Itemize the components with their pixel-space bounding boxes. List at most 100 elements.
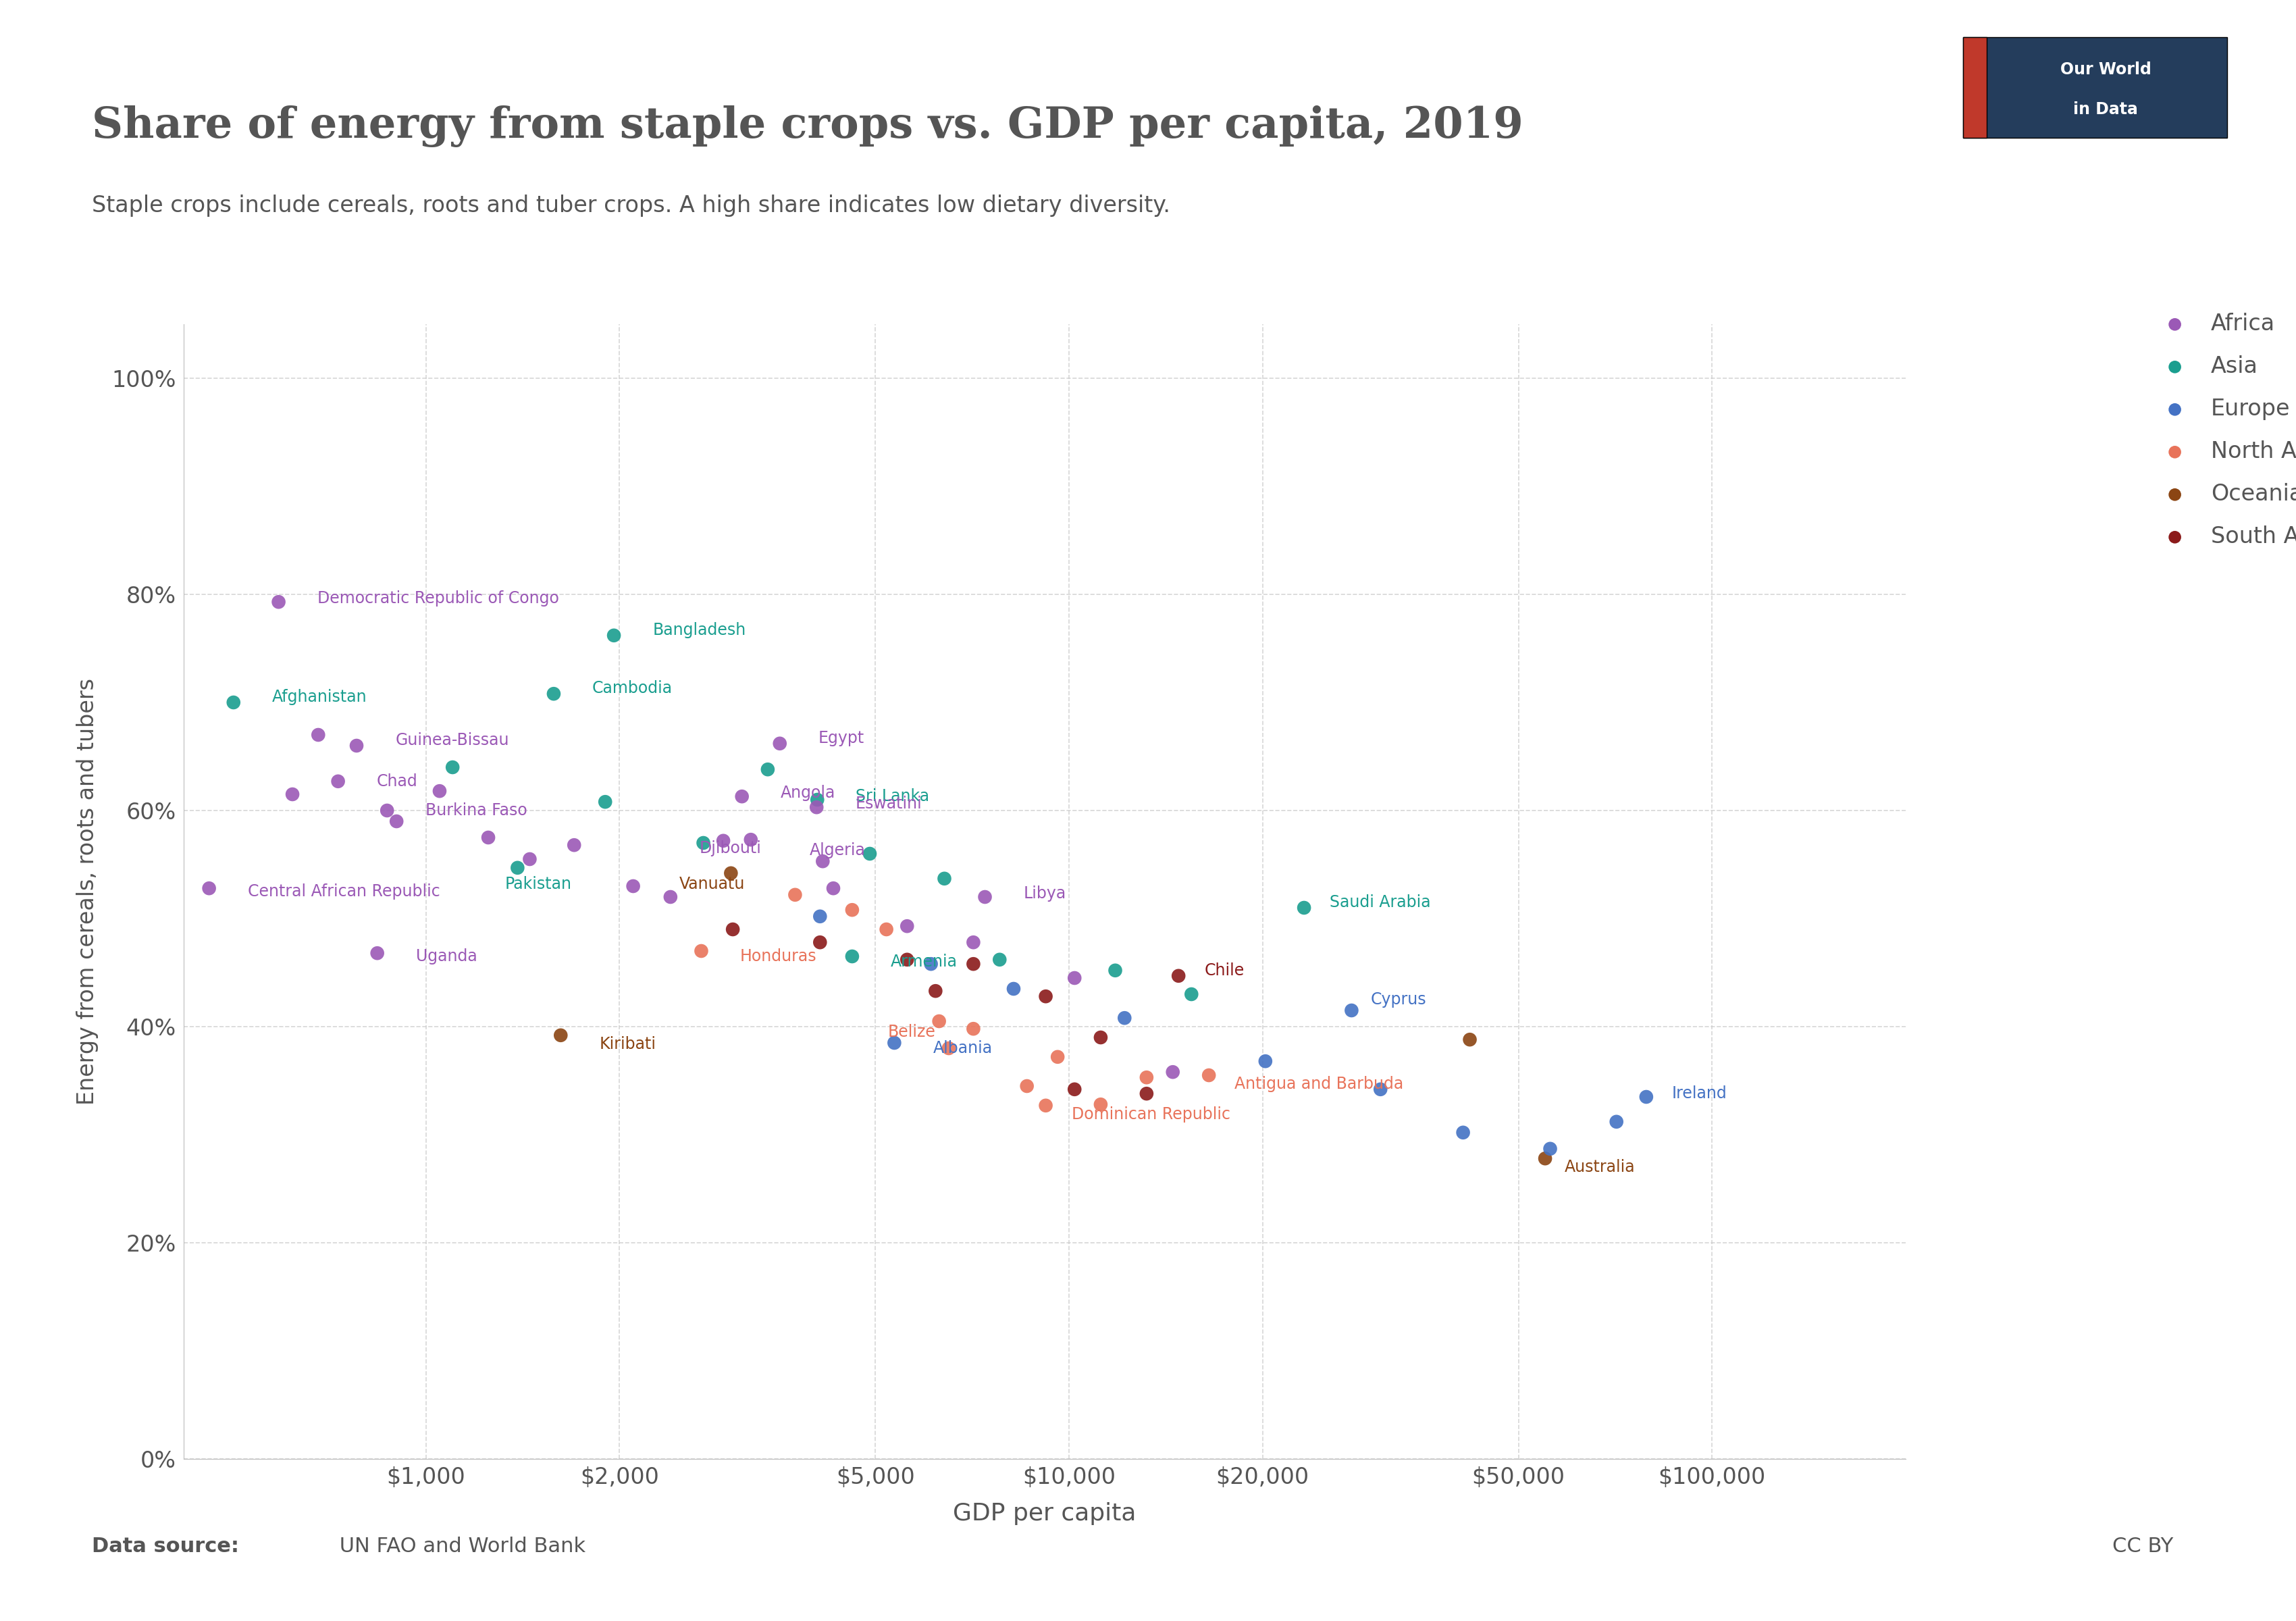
Point xyxy=(912,952,948,977)
Point xyxy=(1056,1076,1093,1102)
Point xyxy=(1628,1084,1665,1110)
Text: Belize: Belize xyxy=(889,1024,934,1041)
Text: CC BY: CC BY xyxy=(2112,1537,2174,1556)
Point xyxy=(1040,1044,1077,1070)
Text: Chile: Chile xyxy=(1203,963,1244,979)
Point xyxy=(723,783,760,809)
Text: Burkina Faso: Burkina Faso xyxy=(425,802,528,819)
Text: Djibouti: Djibouti xyxy=(700,840,762,856)
Point xyxy=(1026,1093,1063,1118)
Point xyxy=(925,866,962,892)
Text: Sri Lanka: Sri Lanka xyxy=(856,788,930,804)
Point xyxy=(338,733,374,759)
Text: Kiribati: Kiribati xyxy=(599,1036,657,1052)
Point xyxy=(714,916,751,942)
Point xyxy=(542,1023,579,1049)
Text: Afghanistan: Afghanistan xyxy=(271,689,367,705)
Point xyxy=(852,841,889,867)
Point xyxy=(1097,958,1134,984)
Point xyxy=(833,896,870,922)
Point xyxy=(595,622,631,648)
Point xyxy=(556,832,592,858)
Point xyxy=(1081,1091,1118,1117)
Text: Share of energy from staple crops vs. GDP per capita, 2019: Share of energy from staple crops vs. GD… xyxy=(92,105,1522,148)
Point xyxy=(259,588,296,614)
Point xyxy=(930,1036,967,1062)
Point xyxy=(1081,1024,1118,1050)
Text: Guinea-Bissau: Guinea-Bissau xyxy=(395,733,510,749)
Point xyxy=(955,952,992,977)
Point xyxy=(967,883,1003,909)
Text: Albania: Albania xyxy=(932,1041,992,1057)
Text: Cyprus: Cyprus xyxy=(1371,992,1426,1008)
Text: Staple crops include cereals, roots and tuber crops. A high share indicates low : Staple crops include cereals, roots and … xyxy=(92,195,1171,217)
Text: UN FAO and World Bank: UN FAO and World Bank xyxy=(333,1537,585,1556)
Point xyxy=(801,929,838,955)
Point xyxy=(776,882,813,908)
Point xyxy=(1056,964,1093,990)
Point xyxy=(1531,1136,1568,1162)
Point xyxy=(815,875,852,901)
Point xyxy=(1286,895,1322,921)
Point xyxy=(833,943,870,969)
Text: in Data: in Data xyxy=(2073,102,2138,118)
Text: Central African Republic: Central African Republic xyxy=(248,883,441,900)
Text: Honduras: Honduras xyxy=(739,948,817,964)
Point xyxy=(1159,963,1196,989)
Text: Algeria: Algeria xyxy=(810,843,866,859)
Text: Uganda: Uganda xyxy=(416,948,478,964)
Point xyxy=(705,828,742,854)
Point xyxy=(615,874,652,900)
Point xyxy=(301,721,338,747)
Point xyxy=(877,1029,914,1055)
Point xyxy=(1107,1005,1143,1031)
Point xyxy=(799,794,836,820)
Point xyxy=(799,786,836,812)
Point xyxy=(748,757,785,783)
Point xyxy=(588,789,625,815)
Point xyxy=(1155,1059,1192,1084)
Text: Antigua and Barbuda: Antigua and Barbuda xyxy=(1235,1076,1403,1093)
Y-axis label: Energy from cereals, roots and tubers: Energy from cereals, roots and tubers xyxy=(76,678,99,1106)
Point xyxy=(955,929,992,955)
Point xyxy=(471,825,507,851)
Text: Pakistan: Pakistan xyxy=(505,875,572,892)
Point xyxy=(512,846,549,872)
Text: Australia: Australia xyxy=(1564,1159,1635,1175)
Point xyxy=(535,681,572,707)
Text: Chad: Chad xyxy=(377,773,418,789)
Point xyxy=(1008,1073,1045,1099)
Point xyxy=(980,947,1017,973)
Point xyxy=(1527,1146,1564,1172)
Point xyxy=(921,1008,957,1034)
Point xyxy=(1026,984,1063,1010)
Text: Cambodia: Cambodia xyxy=(592,681,673,697)
Text: Bangladesh: Bangladesh xyxy=(652,622,746,639)
Text: Vanuatu: Vanuatu xyxy=(680,875,746,892)
Point xyxy=(379,809,416,835)
Point xyxy=(358,940,395,966)
Point xyxy=(732,827,769,853)
Point xyxy=(1598,1109,1635,1135)
X-axis label: GDP per capita: GDP per capita xyxy=(953,1501,1137,1525)
Text: Saudi Arabia: Saudi Arabia xyxy=(1329,895,1430,911)
Point xyxy=(191,875,227,901)
Point xyxy=(1247,1049,1283,1075)
Point xyxy=(319,768,356,794)
FancyBboxPatch shape xyxy=(1963,37,2227,138)
Point xyxy=(889,947,925,973)
Point xyxy=(916,977,953,1003)
Text: Dominican Republic: Dominican Republic xyxy=(1072,1106,1231,1122)
Point xyxy=(1127,1081,1164,1107)
Point xyxy=(994,976,1031,1002)
Text: Our World: Our World xyxy=(2060,62,2151,78)
Point xyxy=(1127,1065,1164,1091)
Point xyxy=(762,731,799,757)
Point xyxy=(682,939,719,964)
Legend: Africa, Asia, Europe, North America, Oceania, South America: Africa, Asia, Europe, North America, Oce… xyxy=(2151,313,2296,548)
Point xyxy=(868,916,905,942)
Point xyxy=(498,854,535,880)
Point xyxy=(955,1016,992,1042)
Text: Ireland: Ireland xyxy=(1671,1086,1727,1102)
Text: Democratic Republic of Congo: Democratic Republic of Congo xyxy=(317,590,558,606)
